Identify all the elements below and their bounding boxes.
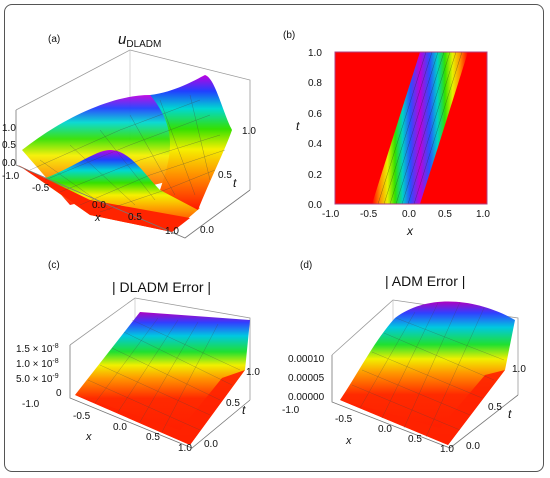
panel-b-xtick-5: 1.0 <box>476 209 490 220</box>
panel-d-xtick-1: -1.0 <box>282 405 300 416</box>
panel-b-contours <box>377 51 463 205</box>
panel-d-ttick-2: 0.5 <box>488 402 502 413</box>
panel-c-xtick-4: 0.5 <box>146 432 160 443</box>
panel-c-ztick-3: 1.0 × 10-8 <box>16 358 59 370</box>
panel-d-xlabel: x <box>345 435 352 447</box>
panel-a-xtick-2: -0.5 <box>32 183 50 194</box>
panel-c-ztick-4: 1.5 × 10-8 <box>16 343 59 355</box>
panel-b-ytick-5: 0.8 <box>308 78 322 89</box>
panel-d-xtick-5: 1.0 <box>440 444 454 455</box>
panel-b: (b) 1.0 0.8 0.6 0.4 0.2 0.0 t -1.0 -0.5 … <box>283 30 490 238</box>
panel-d-box-front <box>331 355 519 449</box>
panel-b-frame <box>334 51 488 205</box>
panel-b-xtick-3: 0.0 <box>402 209 416 220</box>
panel-d-label: (d) <box>300 260 312 271</box>
panel-c-xtick-1: -1.0 <box>22 399 40 410</box>
panel-c-xlabel: x <box>85 431 92 443</box>
panel-d-xtick-2: -0.5 <box>335 414 353 425</box>
panel-a-ttick-3: 1.0 <box>242 126 256 137</box>
panel-c-ttick-2: 0.5 <box>226 398 240 409</box>
panel-a-ttick-1: 0.0 <box>200 225 214 236</box>
panel-a: (a) uDLADM 1.0 0.5 0.0 <box>2 31 256 239</box>
panel-c-label: (c) <box>48 260 60 271</box>
panel-b-label: (b) <box>283 30 295 41</box>
panel-b-xtick-2: -0.5 <box>360 209 378 220</box>
panel-a-xtick-1: -1.0 <box>2 171 20 182</box>
panel-c-ztick-2: 5.0 × 10-9 <box>16 373 59 385</box>
panel-d-ztick-2: 0.00005 <box>288 373 325 384</box>
panel-b-ytick-1: 0.0 <box>308 200 322 211</box>
panel-d-tlabel: t <box>508 407 512 421</box>
panel-a-ztick-1: 1.0 <box>2 123 16 134</box>
panel-a-mesh <box>29 94 226 213</box>
panel-b-ytick-3: 0.4 <box>308 139 322 150</box>
panel-c: (c) | DLADM Error | 1.5 × 10-8 1.0 × 10-… <box>16 260 260 454</box>
panel-a-ttick-2: 0.5 <box>218 170 232 181</box>
panel-a-box-front <box>15 110 251 239</box>
panel-c-box-back <box>69 297 251 400</box>
panel-c-ttick-3: 1.0 <box>246 367 260 378</box>
panel-d-ttick-3: 1.0 <box>512 364 526 375</box>
panel-c-tlabel: t <box>242 403 246 417</box>
panel-d-xtick-4: 0.5 <box>408 434 422 445</box>
panel-a-surface-front <box>18 165 190 232</box>
panel-b-xlabel: x <box>406 224 414 238</box>
panel-b-ytick-2: 0.2 <box>308 170 322 181</box>
panel-d-ztick-3: 0.00010 <box>288 354 325 365</box>
panel-d-xtick-3: 0.0 <box>378 424 392 435</box>
panel-a-ztick-2: 0.5 <box>2 140 16 151</box>
panel-c-title: | DLADM Error | <box>112 279 211 295</box>
panel-b-ytick-4: 0.6 <box>308 109 322 120</box>
panel-d-title: | ADM Error | <box>385 273 465 289</box>
panel-d-surface <box>340 301 515 445</box>
panel-c-ttick-1: 0.0 <box>204 439 218 450</box>
panel-c-xtick-3: 0.0 <box>113 422 127 433</box>
panel-b-xtick-1: -1.0 <box>322 209 340 220</box>
panel-b-xtick-4: 0.5 <box>438 209 452 220</box>
panel-d: (d) | ADM Error | 0.00010 0.00005 0.0000… <box>282 260 526 455</box>
panel-d-ztick-1: 0.00000 <box>288 392 325 403</box>
panel-a-tlabel: t <box>233 176 237 190</box>
panel-c-xtick-5: 1.0 <box>178 443 192 454</box>
panel-a-xtick-3: 0.0 <box>92 200 106 211</box>
panel-a-ztick-3: 0.0 <box>2 158 16 169</box>
panel-b-ytick-6: 1.0 <box>308 48 322 59</box>
figure-frame <box>4 4 544 472</box>
panel-a-box-back <box>15 49 251 190</box>
panel-c-box-front <box>69 345 251 449</box>
panel-d-ttick-1: 0.0 <box>466 441 480 452</box>
panel-a-xtick-4: 0.5 <box>128 212 142 223</box>
panel-a-xtick-5: 1.0 <box>165 226 179 237</box>
panel-c-mesh <box>87 317 241 433</box>
panel-b-ylabel: t <box>296 119 300 133</box>
panel-a-wave-crest <box>150 75 232 210</box>
panel-a-xlabel: x <box>94 212 101 224</box>
panel-d-mesh <box>351 301 505 438</box>
panel-a-title: uDLADM <box>118 31 161 50</box>
panel-a-label: (a) <box>48 34 60 45</box>
panel-c-ztick-1: 0 <box>56 388 62 399</box>
panel-c-xtick-2: -0.5 <box>73 411 91 422</box>
panel-c-surface-front <box>75 370 245 445</box>
